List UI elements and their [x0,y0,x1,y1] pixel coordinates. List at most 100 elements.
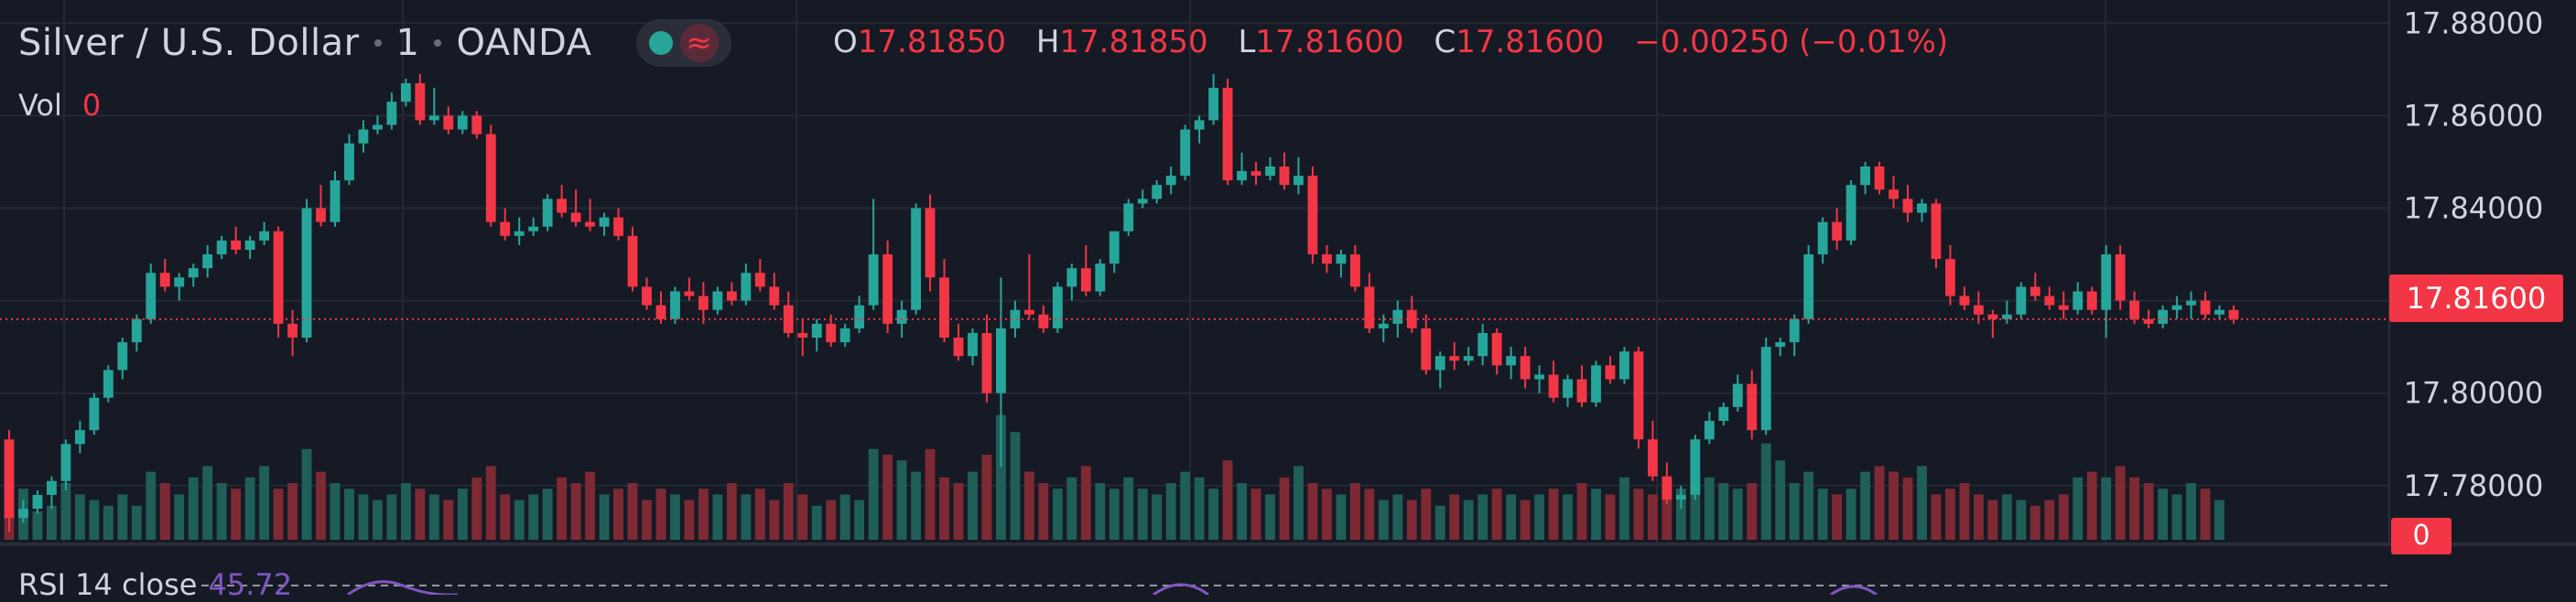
volume-bar [428,494,439,540]
candle-body [1421,328,1432,371]
volume-bar [2101,477,2112,540]
interval-label[interactable]: 1 [395,22,420,64]
candle-body [1491,332,1502,366]
volume-bar [330,483,341,540]
volume-bar [1591,489,1601,540]
volume-bar [2058,494,2069,540]
candle-body [1279,166,1290,186]
volume-bar [1023,471,1034,540]
volume-bar [1307,483,1318,540]
candle-body [1732,383,1743,407]
candle-body [726,291,737,301]
volume-bar [1165,483,1176,540]
rsi-line [1830,585,1878,595]
volume-bar [2086,471,2097,540]
candle-body [1959,296,1970,306]
volume-bar [400,483,411,540]
symbol-legend[interactable]: Silver / U.S. Dollar 1 OANDA ≈ [18,15,731,71]
live-dot-icon [648,31,673,55]
candle-body [570,212,581,222]
candle-body [47,480,57,495]
volume-bar [2200,489,2211,540]
volume-bar [1520,500,1531,540]
volume-bar [146,471,157,540]
volume-bar [1322,489,1332,540]
volume-bar [741,494,752,540]
market-status-pill[interactable]: ≈ [635,19,731,67]
candle-body [826,323,837,343]
volume-bar [1010,432,1021,540]
candle-body [925,208,936,278]
candle-body [1349,254,1360,287]
volume-bar [1449,494,1460,540]
volume-bar [811,505,822,540]
volume-bar [557,477,568,540]
candle-body [1973,305,1984,315]
volume-bar [1477,494,1488,540]
candle-body [60,444,71,481]
close-value: 17.81600 [1456,24,1605,60]
candle-body [1591,365,1601,403]
candle-body [2001,314,2012,319]
candle-body [1619,351,1629,380]
candle-body [1760,347,1771,431]
candle-body [1010,309,1021,328]
volume-badge: 0 [2391,518,2452,554]
rsi-line [1153,583,1209,595]
volume-bar [684,500,695,540]
candle-body [1237,171,1247,181]
volume-bar [344,489,354,540]
volume-bar [1931,494,1942,540]
volume-bar [1704,477,1715,540]
volume-bar [2073,477,2084,540]
candle-body [1647,439,1658,477]
close-key: C [1434,24,1456,60]
volume-bar [2044,500,2055,540]
volume-bar [1747,483,1758,540]
price-axis[interactable]: 17.8800017.8600017.8400017.8200017.80000… [2404,5,2544,503]
volume-bar [1364,489,1375,540]
candle-body [2171,305,2182,310]
candle-body [613,217,623,236]
volume-bar [2001,494,2012,540]
volume-bar [74,494,85,540]
candle-body [259,231,270,241]
volume-bar [642,500,652,540]
y-tick-label: 17.78000 [2404,468,2544,503]
volume-bar [2158,489,2169,540]
volume-bar [1860,471,1870,540]
candle-body [2214,309,2224,315]
candle-body [1434,356,1445,371]
volume-bar [1576,483,1587,540]
volume-bar [202,466,213,540]
volume-bar [1832,494,1843,540]
candle-body [1095,263,1106,292]
volume-bar [2171,494,2182,540]
volume-bar [2129,477,2140,540]
candle-body [1803,254,1814,319]
candle-body [684,291,695,296]
volume-legend[interactable]: Vol 0 [18,88,101,123]
candle-body [1336,254,1347,264]
candle-body [1364,286,1375,328]
candle-body [811,323,822,339]
volume-bar [1279,477,1290,540]
candle-body [797,332,808,339]
rsi-legend[interactable]: RSI 14 close 45.72 [18,567,292,602]
volume-bar [60,483,71,540]
candle-body [2143,318,2154,324]
change-value: −0.00250 (−0.01%) [1634,24,1949,60]
rsi-label: RSI 14 close [18,567,198,602]
volume-bar [1080,466,1091,540]
candle-body [1307,176,1318,255]
volume-bar [996,414,1006,540]
volume-bar [443,500,454,540]
symbol-name[interactable]: Silver / U.S. Dollar [18,22,360,64]
candle-body [1222,88,1233,181]
volume-bar [1180,471,1191,540]
volume-bar [174,494,185,540]
volume-bar [839,494,850,540]
candle-body [557,199,568,213]
candle-body [854,305,865,328]
